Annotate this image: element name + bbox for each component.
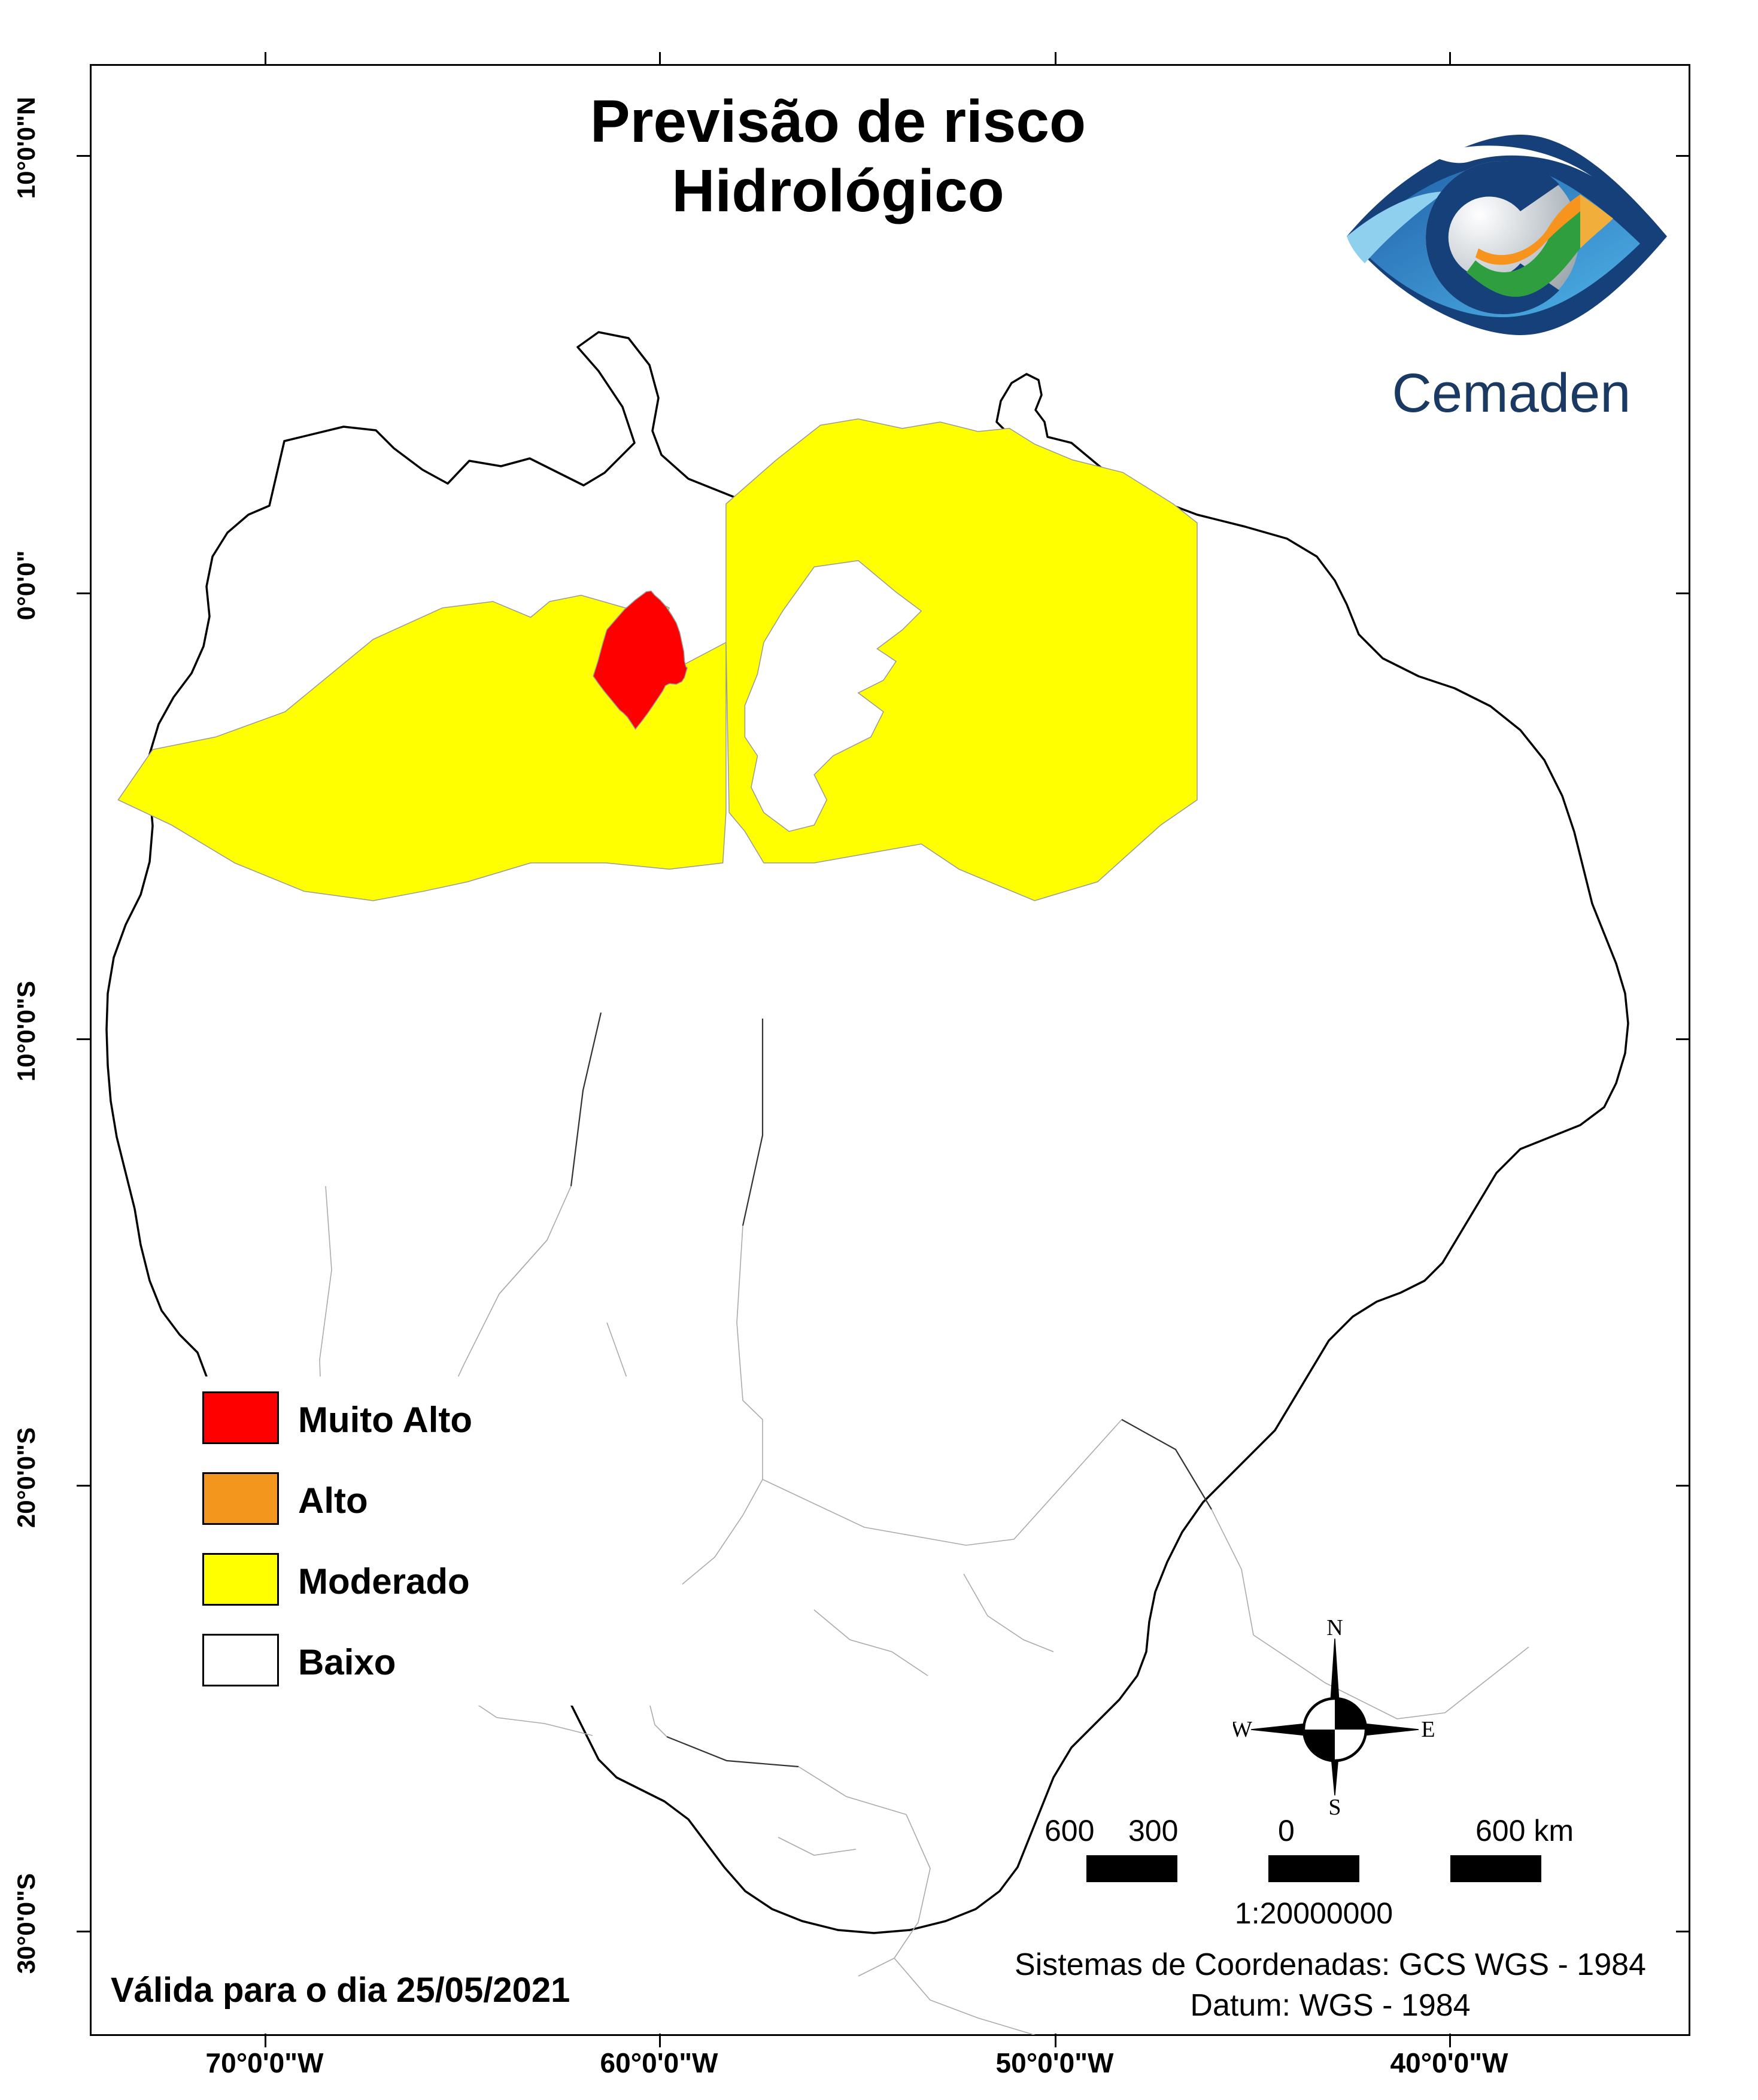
svg-text:S: S [1328,1795,1341,1819]
svg-text:W: W [1233,1717,1252,1742]
svg-text:E: E [1421,1717,1435,1742]
svg-text:N: N [1326,1616,1343,1640]
